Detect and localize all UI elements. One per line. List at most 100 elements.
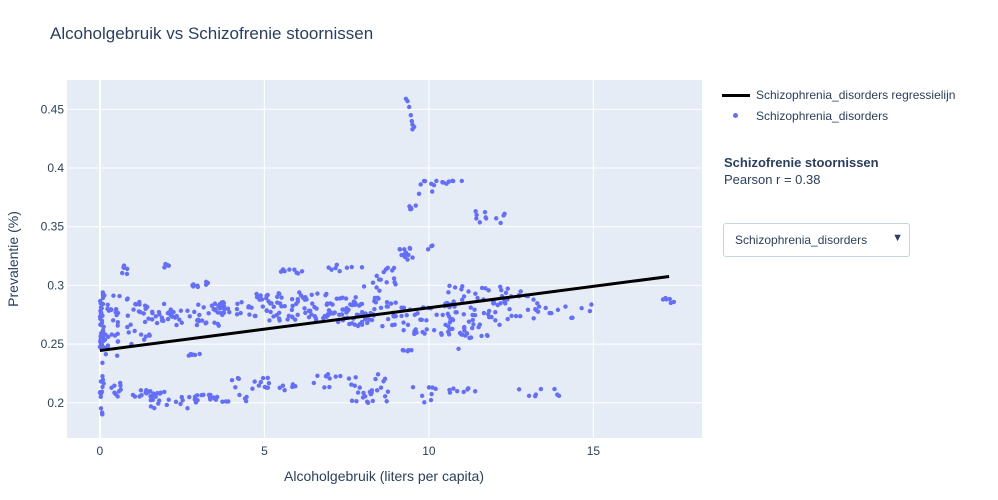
data-point[interactable] [428, 397, 434, 403]
data-point[interactable] [258, 293, 263, 298]
data-point[interactable] [401, 320, 406, 325]
data-point[interactable] [481, 310, 487, 316]
data-point[interactable] [177, 317, 182, 322]
data-point[interactable] [186, 353, 192, 358]
data-point[interactable] [378, 305, 384, 310]
data-point[interactable] [536, 304, 542, 309]
data-point[interactable] [473, 209, 478, 214]
data-point[interactable] [267, 318, 272, 323]
data-point[interactable] [447, 387, 452, 393]
data-point[interactable] [162, 389, 167, 395]
data-point[interactable] [98, 301, 103, 306]
data-point[interactable] [260, 375, 266, 381]
data-point[interactable] [430, 189, 435, 194]
data-point[interactable] [207, 395, 213, 400]
data-point[interactable] [360, 395, 366, 400]
data-point[interactable] [192, 309, 197, 315]
data-point[interactable] [486, 314, 492, 320]
data-point[interactable] [280, 383, 286, 388]
data-point[interactable] [531, 316, 536, 321]
data-point[interactable] [311, 380, 317, 386]
data-point[interactable] [355, 390, 361, 395]
data-point[interactable] [309, 312, 314, 317]
data-point[interactable] [505, 316, 510, 322]
data-point[interactable] [212, 320, 217, 325]
data-point[interactable] [213, 307, 218, 312]
data-point[interactable] [292, 317, 298, 322]
data-point[interactable] [150, 309, 155, 315]
data-point[interactable] [195, 318, 200, 323]
data-point[interactable] [247, 312, 252, 317]
data-point[interactable] [220, 399, 225, 404]
data-point[interactable] [445, 311, 451, 317]
data-point[interactable] [192, 394, 198, 399]
data-point[interactable] [100, 377, 106, 382]
data-point[interactable] [100, 374, 105, 379]
data-point[interactable] [322, 385, 327, 390]
data-point[interactable] [409, 348, 414, 353]
data-point[interactable] [125, 313, 131, 318]
data-point[interactable] [516, 387, 522, 392]
data-point[interactable] [563, 304, 568, 309]
data-point[interactable] [555, 307, 561, 313]
data-point[interactable] [103, 332, 108, 337]
data-point[interactable] [660, 297, 666, 302]
data-point[interactable] [164, 402, 170, 408]
data-point[interactable] [173, 399, 179, 404]
data-point[interactable] [407, 245, 412, 251]
data-point[interactable] [424, 327, 429, 332]
data-point[interactable] [227, 310, 232, 315]
data-point[interactable] [433, 386, 438, 391]
data-point[interactable] [415, 311, 420, 316]
data-point[interactable] [268, 309, 273, 315]
data-point[interactable] [385, 265, 391, 271]
data-point[interactable] [161, 318, 166, 323]
data-point[interactable] [327, 384, 332, 390]
data-point[interactable] [197, 312, 202, 318]
data-point[interactable] [238, 310, 243, 316]
data-point[interactable] [337, 296, 343, 301]
data-point[interactable] [373, 376, 378, 382]
data-point[interactable] [105, 302, 110, 307]
data-point[interactable] [430, 243, 435, 248]
data-point[interactable] [507, 307, 512, 312]
data-point[interactable] [440, 179, 445, 185]
data-point[interactable] [513, 313, 519, 319]
data-point[interactable] [405, 257, 410, 262]
data-point[interactable] [112, 383, 117, 388]
data-point[interactable] [405, 322, 411, 328]
data-point[interactable] [376, 277, 382, 282]
data-point[interactable] [146, 316, 151, 321]
data-point[interactable] [352, 383, 358, 388]
data-point[interactable] [410, 127, 415, 132]
data-point[interactable] [201, 305, 206, 310]
data-point[interactable] [340, 307, 345, 312]
data-point[interactable] [133, 301, 138, 307]
data-point[interactable] [399, 313, 404, 319]
data-point[interactable] [265, 385, 271, 390]
data-point[interactable] [472, 389, 478, 394]
data-point[interactable] [579, 305, 584, 311]
data-point[interactable] [391, 276, 397, 281]
data-point[interactable] [461, 294, 467, 299]
data-point[interactable] [330, 302, 335, 307]
data-point[interactable] [100, 360, 105, 366]
data-point[interactable] [472, 307, 477, 312]
data-point[interactable] [121, 265, 127, 271]
data-point[interactable] [109, 332, 114, 337]
data-point[interactable] [467, 335, 472, 341]
data-point[interactable] [235, 301, 240, 306]
data-point[interactable] [115, 339, 121, 344]
data-point[interactable] [376, 296, 381, 301]
data-point[interactable] [138, 309, 143, 315]
data-point[interactable] [491, 300, 497, 306]
data-point[interactable] [473, 291, 478, 296]
data-point[interactable] [429, 181, 434, 187]
data-point[interactable] [450, 178, 455, 183]
data-point[interactable] [451, 386, 456, 391]
data-point[interactable] [295, 312, 300, 318]
data-point[interactable] [148, 394, 153, 399]
data-point[interactable] [290, 382, 296, 387]
data-point[interactable] [315, 373, 320, 378]
data-point[interactable] [466, 289, 471, 294]
